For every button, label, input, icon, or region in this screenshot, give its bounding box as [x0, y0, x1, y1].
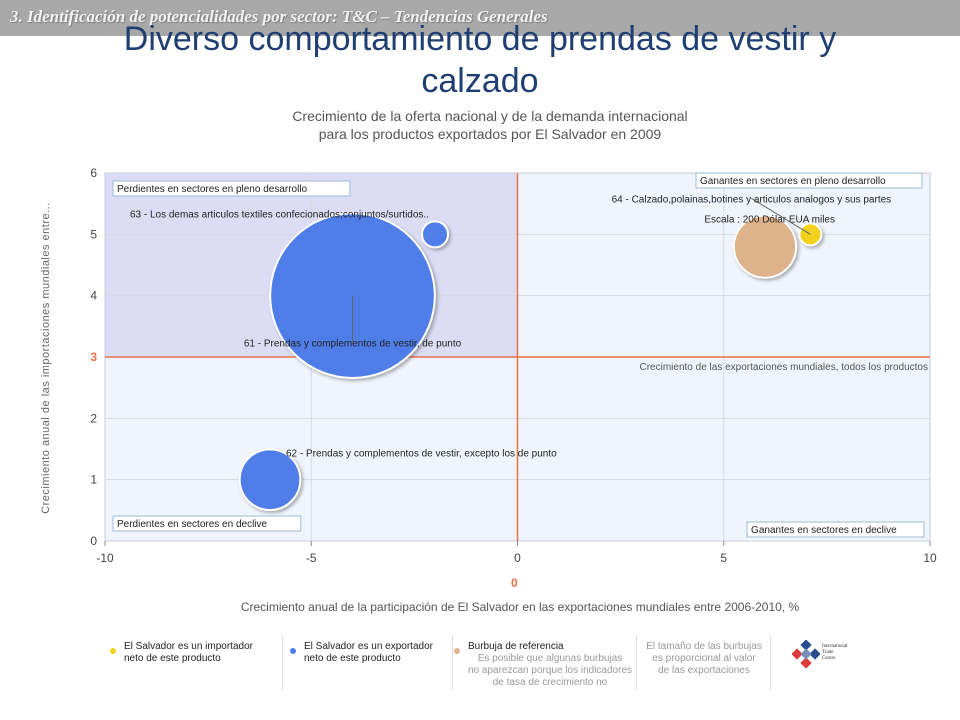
data-bubble	[238, 448, 302, 511]
quadrant-label-top-right-box	[695, 172, 923, 189]
logo-line3: Centre	[822, 656, 836, 661]
y-tick-label: 0	[90, 534, 97, 548]
legend-importer-line2: neto de este producto	[124, 653, 221, 664]
exporter-dot-icon	[290, 648, 296, 654]
x-tick-label: -5	[306, 551, 317, 565]
quadrant-label-bottom-left: Perdientes en sectores en declive	[117, 519, 268, 530]
legend-reference-note1: Es posible que algunas burbujas	[477, 653, 623, 664]
slide-title: Diverso comportamiento de prendas de ves…	[0, 18, 960, 102]
x-reference-label: 0	[511, 576, 518, 590]
reference-line-y-label: Crecimiento de las exportaciones mundial…	[640, 362, 929, 373]
reference-bubble-label: Escala : 200 Dólar EUA miles	[704, 215, 835, 226]
legend-exporter-line1: El Salvador es un exportador	[304, 641, 433, 652]
legend-item-exporter: El Salvador es un exportador neto de est…	[290, 636, 450, 690]
legend-item-importer: El Salvador es un importador neto de est…	[110, 636, 280, 690]
x-axis-label: Crecimiento anual de la participación de…	[240, 600, 800, 614]
legend: El Salvador es un importador neto de est…	[110, 636, 870, 690]
bubble-leader-line	[751, 197, 811, 235]
quadrant-label-bottom-left-box	[112, 515, 302, 532]
y-tick-label: 1	[90, 473, 97, 487]
chart-title-line2: para los productos exportados por El Sal…	[318, 126, 662, 142]
x-tick-label: 10	[923, 551, 937, 565]
legend-reference-note2: no aparezcan porque los indicadores	[468, 665, 632, 676]
legend-size-note1: El tamaño de las burbujas	[646, 641, 762, 652]
legend-divider	[770, 636, 771, 690]
slide-title-line2: calzado	[421, 62, 539, 100]
y-tick-label: 6	[90, 166, 97, 180]
y-tick-label: 2	[90, 411, 97, 425]
legend-item-size-note: El tamaño de las burbujas es proporciona…	[638, 636, 768, 690]
chart-title: Crecimiento de la oferta nacional y de l…	[0, 107, 960, 143]
logo-line1: International	[822, 644, 848, 649]
itc-logo: International Trade Centre	[791, 639, 872, 680]
data-bubble	[269, 212, 436, 379]
bubble-chart: Crecimiento de las exportaciones mundial…	[90, 166, 937, 565]
quadrant-label-top-left-box	[112, 180, 351, 197]
legend-size-note2: es proporcional al valor	[652, 653, 756, 664]
x-tick-label: 0	[514, 551, 521, 565]
reference-bubble	[732, 214, 798, 279]
header-bar: 3. Identificación de potencialidades por…	[0, 0, 960, 36]
y-tick-label: 3	[90, 350, 97, 364]
legend-exporter-line2: neto de este producto	[304, 653, 401, 664]
legend-reference-title: Burbuja de referencia	[468, 641, 564, 652]
legend-reference-note3: de tasa de crecimiento no	[492, 677, 608, 688]
itc-logo-icon	[791, 639, 821, 669]
legend-item-reference: Burbuja de referencia Es posible que alg…	[454, 636, 636, 690]
importer-dot-icon	[110, 648, 116, 654]
legend-importer-line1: El Salvador es un importador	[124, 641, 253, 652]
quadrant-label-bottom-right-box	[746, 521, 925, 538]
bubble-label: 61 - Prendas y complementos de vestir, d…	[244, 339, 462, 350]
quadrant-label-bottom-right: Ganantes en sectores en declive	[751, 525, 897, 536]
logo-line2: Trade	[822, 650, 834, 655]
bubble-label: 63 - Los demas articulos textiles confec…	[130, 209, 429, 220]
bubble-label: 62 - Prendas y complementos de vestir, e…	[286, 449, 557, 460]
data-bubble	[420, 220, 450, 249]
legend-divider	[282, 636, 283, 690]
legend-divider	[636, 636, 637, 690]
section-title: 3. Identificación de potencialidades por…	[10, 7, 548, 26]
quadrant-label-top-left: Perdientes en sectores en pleno desarrol…	[117, 184, 308, 195]
y-tick-label: 5	[90, 227, 97, 241]
x-tick-label: -10	[96, 551, 114, 565]
quadrant-label-top-right: Ganantes en sectores en pleno desarrollo	[700, 176, 886, 187]
chart-title-line1: Crecimiento de la oferta nacional y de l…	[292, 108, 688, 124]
x-tick-label: 5	[720, 551, 727, 565]
bubble-label: 64 - Calzado,polainas,botines y articulo…	[612, 194, 892, 205]
legend-divider	[452, 636, 453, 690]
y-tick-label: 4	[90, 289, 97, 303]
slide-title-line1: Diverso comportamiento de prendas de ves…	[123, 20, 837, 58]
reference-dot-icon	[454, 648, 460, 654]
legend-size-note3: de las exportaciones	[658, 665, 750, 676]
y-axis-label: Crecimiento anual de las importaciones m…	[40, 202, 52, 514]
